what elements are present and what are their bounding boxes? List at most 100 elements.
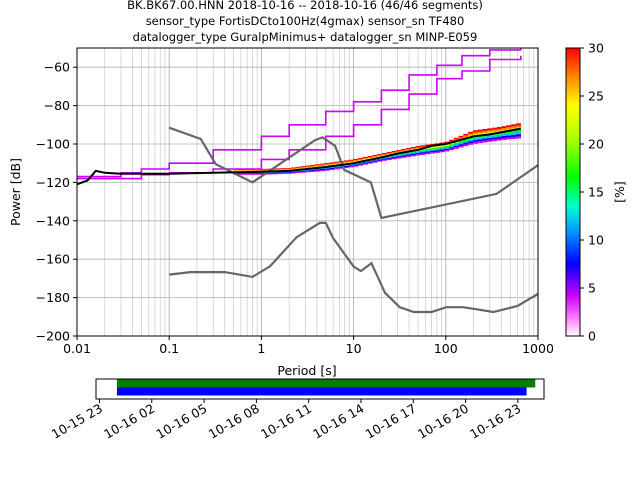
pdf-cell: [310, 168, 316, 170]
pdf-cell: [434, 146, 440, 148]
pdf-cell: [300, 166, 306, 168]
colorbar-gradient: [565, 47, 581, 337]
pdf-cell: [501, 132, 507, 135]
timeline-tick-label: 10-16 20: [415, 401, 471, 442]
pdf-cell: [410, 152, 416, 154]
timeline-tick-label: 10-16 05: [153, 401, 209, 442]
pdf-cell: [377, 160, 383, 162]
pdf-cell: [396, 149, 402, 152]
pdf-cell: [496, 128, 502, 131]
pdf-cell: [410, 146, 416, 149]
colorbar-ticks: 0 5 10 15 20 25 30: [580, 41, 604, 344]
timeline-tick-label: 10-15 23: [49, 401, 105, 442]
pdf-cell: [477, 129, 483, 132]
pdf-cell: [295, 166, 301, 168]
upper-percentile-curve: [77, 48, 522, 178]
pdf-cell: [439, 149, 445, 151]
pdf-cell: [515, 129, 522, 132]
pdf-cell: [343, 166, 349, 169]
colorbar-label: [%]: [612, 181, 627, 203]
pdf-cell: [444, 145, 450, 148]
y-tick-label: −100: [36, 137, 70, 152]
pdf-cell: [439, 148, 445, 150]
pdf-cell: [487, 139, 493, 142]
pdf-cell: [511, 132, 517, 135]
pdf-cell: [496, 138, 502, 141]
pdf-cell: [319, 170, 325, 172]
pdf-cell: [401, 156, 407, 158]
pdf-cell: [506, 125, 512, 128]
colorbar-tick-label: 5: [588, 281, 596, 296]
pdf-cell: [381, 158, 388, 160]
pdf-cell: [310, 169, 316, 171]
pdf-cell: [276, 172, 282, 174]
x-tick-label: 0.01: [63, 341, 91, 356]
pdf-cell: [506, 137, 512, 140]
pdf-cell: [453, 147, 459, 149]
pdf-cell: [492, 135, 498, 138]
pdf-cell: [281, 169, 287, 170]
pdf-cell: [238, 173, 244, 175]
pdf-cell: [515, 123, 522, 126]
pdf-cell: [276, 173, 282, 175]
pdf-cell: [305, 170, 311, 172]
pdf-cell: [472, 139, 478, 142]
pdf-cell: [358, 159, 364, 161]
pdf-cell: [515, 131, 522, 135]
pdf-cell: [511, 130, 517, 133]
pdf-cell: [286, 172, 292, 174]
pdf-cell: [425, 148, 431, 151]
pdf-cell: [257, 169, 263, 171]
pdf-cell: [501, 134, 507, 136]
pdf-cell: [386, 158, 392, 161]
pdf-cell: [496, 127, 502, 129]
pdf-cell: [295, 171, 301, 173]
pdf-cell: [415, 145, 421, 148]
pdf-cell: [358, 160, 364, 162]
colorbar-tick-label: 10: [588, 233, 604, 248]
pdf-cell: [252, 173, 258, 175]
pdf-cell: [477, 133, 483, 136]
pdf-cell: [492, 139, 498, 142]
pdf-cell: [434, 143, 440, 145]
pdf-cell: [276, 168, 282, 170]
pdf-cell: [472, 137, 478, 140]
pdf-cell: [487, 137, 493, 140]
pdf-cell: [420, 145, 426, 147]
pdf-cell: [439, 145, 445, 147]
pdf-cell: [425, 151, 431, 153]
pdf-cell: [362, 156, 368, 159]
pdf-cell: [405, 155, 411, 158]
pdf-cell: [319, 164, 325, 166]
pdf-cell: [267, 168, 273, 170]
pdf-cell: [334, 162, 340, 164]
pdf-cell: [439, 142, 445, 145]
pdf-cell: [444, 147, 450, 149]
plot-frame: [76, 47, 539, 337]
pdf-cell: [386, 151, 392, 154]
pdf-cell: [429, 146, 435, 149]
pdf-cell: [482, 132, 488, 135]
pdf-cell: [257, 173, 263, 174]
y-tick-label: −80: [44, 98, 70, 113]
pdf-cell: [295, 167, 301, 169]
pdf-cell: [472, 130, 478, 133]
pdf-cell: [248, 169, 254, 171]
pdf-cell: [329, 163, 335, 165]
y-tick-label: −140: [36, 213, 70, 228]
pdf-cell: [506, 135, 512, 138]
pdf-cell: [300, 167, 306, 169]
timeline-segment: [116, 387, 527, 396]
pdf-cell: [243, 170, 249, 172]
pdf-cell: [334, 167, 340, 169]
pdf-cell: [396, 154, 402, 157]
timeline-tick-label: 10-16 08: [206, 401, 262, 442]
pdf-cell: [353, 164, 359, 166]
pdf-cell: [492, 127, 498, 130]
pdf-cell: [429, 143, 435, 146]
pdf-cell: [257, 173, 263, 175]
pdf-cell: [305, 166, 311, 168]
pdf-cell: [468, 137, 474, 140]
pdf-cell: [515, 134, 522, 137]
pdf-cell: [482, 128, 488, 131]
